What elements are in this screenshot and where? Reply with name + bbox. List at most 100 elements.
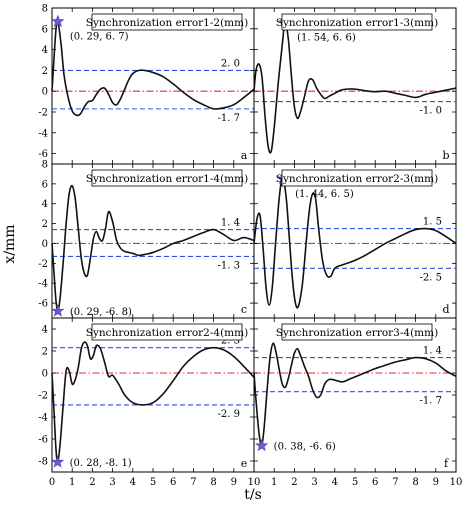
panel-title: Synchronization error1-2(mm) bbox=[86, 17, 248, 29]
peak-label: (1. 54, 6. 6) bbox=[297, 33, 356, 44]
lower-bound-label: -1. 7 bbox=[218, 113, 240, 124]
y-tick-label: -4 bbox=[38, 279, 48, 290]
peak-star-marker bbox=[51, 455, 65, 468]
x-tick-label: 6 bbox=[170, 477, 176, 488]
y-tick-label: -2 bbox=[38, 259, 48, 270]
error-series-line bbox=[253, 21, 457, 154]
panel-title: Synchronization error2-3(mm) bbox=[276, 173, 438, 185]
x-tick-label: 3 bbox=[311, 477, 317, 488]
x-tick-label: 10 bbox=[248, 477, 261, 488]
x-tick-label: 7 bbox=[392, 477, 398, 488]
y-tick-label: -6 bbox=[38, 435, 48, 446]
panel-letter: c bbox=[241, 303, 247, 316]
y-tick-label: 0 bbox=[42, 87, 48, 98]
peak-label: (0. 29, 6. 7) bbox=[70, 32, 129, 43]
x-tick-label: 5 bbox=[352, 477, 358, 488]
x-tick-label: 9 bbox=[231, 477, 237, 488]
x-tick-label: 1 bbox=[69, 477, 75, 488]
peak-label: (0. 38, -6. 6) bbox=[274, 442, 336, 453]
lower-bound-label: -1. 7 bbox=[420, 396, 442, 407]
y-tick-label: -2 bbox=[38, 108, 48, 119]
y-tick-label: -8 bbox=[38, 457, 48, 468]
panel-title: Synchronization error1-3(mm) bbox=[276, 17, 438, 29]
panel-frame bbox=[51, 163, 255, 319]
y-tick-label: -4 bbox=[38, 128, 48, 139]
panel-letter: a bbox=[241, 149, 248, 162]
panel-title-box bbox=[281, 323, 433, 341]
panel-title-box bbox=[91, 169, 243, 187]
y-tick-label: 2 bbox=[42, 219, 48, 230]
x-tick-label: 10 bbox=[450, 477, 463, 488]
lower-bound-label: -2. 9 bbox=[218, 409, 240, 420]
y-tick-label: 0 bbox=[42, 369, 48, 380]
lower-bound-label: -1. 3 bbox=[218, 260, 240, 271]
panel-d: (1. 44, 6. 5) 1. 5 -2. 5 Synchronization er… bbox=[253, 163, 457, 319]
x-tick-label: 9 bbox=[433, 477, 439, 488]
panel-title: Synchronization error1-4(mm) bbox=[86, 173, 248, 185]
panel-a: -6 -4 -2 0 2 4 6 8 (0. 29, 6. 7) 2. 0 -1. 7 Synchro… bbox=[38, 4, 255, 165]
error-series-line bbox=[253, 342, 457, 447]
upper-bound-label: 1. 4 bbox=[221, 218, 240, 229]
panel-title-box bbox=[281, 169, 433, 187]
x-tick-label: 5 bbox=[150, 477, 156, 488]
y-tick-label: -6 bbox=[38, 299, 48, 310]
x-tick-label: 3 bbox=[109, 477, 115, 488]
y-tick-label: -2 bbox=[38, 391, 48, 402]
y-tick-label: 8 bbox=[42, 160, 48, 171]
upper-bound-label: 1. 5 bbox=[423, 217, 442, 228]
chart-panels: -6 -4 -2 0 2 4 6 8 (0. 29, 6. 7) 2. 0 -1. 7 Synchro… bbox=[38, 4, 462, 489]
panel-letter: f bbox=[444, 457, 449, 470]
x-tick-label: 1 bbox=[271, 477, 277, 488]
y-axis-label: x/mm bbox=[2, 224, 18, 263]
panel-letter: e bbox=[241, 457, 248, 470]
peak-star-marker bbox=[51, 304, 65, 317]
panel-f: 1 2 3 4 5 6 7 8 9 10 (0. 38, -6. 6) 1. 4 -1. 7 Synchr… bbox=[253, 317, 463, 488]
panel-title-box bbox=[91, 323, 243, 341]
y-tick-label: 8 bbox=[42, 4, 48, 15]
y-tick-label: -6 bbox=[38, 149, 48, 160]
upper-bound-label: 2. 0 bbox=[221, 58, 240, 69]
upper-bound-label: 2. 3 bbox=[221, 336, 240, 347]
y-tick-label: 6 bbox=[42, 24, 48, 35]
y-tick-label: 0 bbox=[42, 239, 48, 250]
panel-letter: b bbox=[442, 149, 449, 162]
x-axis-label: t/s bbox=[244, 487, 262, 503]
y-tick-label: 4 bbox=[42, 325, 48, 336]
error-series-line bbox=[51, 341, 255, 463]
lower-bound-label: -2. 5 bbox=[420, 272, 442, 283]
error-series-line bbox=[253, 177, 457, 309]
panel-c: -6 -4 -2 0 2 4 6 8 (0. 29, -6. 8) 1. 4 -1. 3 Synchr… bbox=[38, 160, 255, 319]
panel-letter: d bbox=[442, 303, 449, 316]
panel-title-box bbox=[281, 13, 433, 31]
x-tick-label: 7 bbox=[190, 477, 196, 488]
panel-e: -8 -6 -4 -2 0 2 4 0 1 2 3 4 5 6 7 8 9 10 (0. 28, -8. 1) 2. … bbox=[38, 317, 261, 488]
panel-title: Synchronization error2-4(mm) bbox=[86, 327, 248, 339]
x-tick-label: 2 bbox=[89, 477, 95, 488]
error-series-line bbox=[51, 184, 255, 312]
y-tick-label: 2 bbox=[42, 66, 48, 77]
y-tick-label: 4 bbox=[42, 45, 48, 56]
panel-b: (1. 54, 6. 6) -1. 0 Synchronization error1… bbox=[253, 7, 457, 165]
lower-bound-label: -1. 0 bbox=[420, 106, 442, 117]
x-tick-label: 8 bbox=[412, 477, 418, 488]
panel-title-box bbox=[91, 13, 243, 31]
upper-bound-label: 1. 4 bbox=[423, 346, 442, 357]
y-tick-label: 4 bbox=[42, 199, 48, 210]
x-tick-label: 8 bbox=[210, 477, 216, 488]
x-tick-label: 4 bbox=[332, 477, 338, 488]
peak-star-marker bbox=[51, 14, 65, 28]
peak-label: (1. 44, 6. 5) bbox=[295, 189, 354, 200]
y-tick-label: 2 bbox=[42, 347, 48, 358]
y-tick-label: -4 bbox=[38, 413, 48, 424]
x-tick-label: 4 bbox=[130, 477, 136, 488]
x-tick-label: 0 bbox=[49, 477, 55, 488]
peak-label: (0. 28, -8. 1) bbox=[70, 458, 132, 469]
y-tick-label: 6 bbox=[42, 179, 48, 190]
x-tick-label: 2 bbox=[291, 477, 297, 488]
x-tick-label: 6 bbox=[372, 477, 378, 488]
error-series-line bbox=[51, 19, 255, 117]
peak-label: (0. 29, -6. 8) bbox=[70, 307, 132, 318]
panel-title: Synchronization error3-4(mm) bbox=[276, 327, 438, 339]
peak-star-marker bbox=[255, 438, 269, 452]
